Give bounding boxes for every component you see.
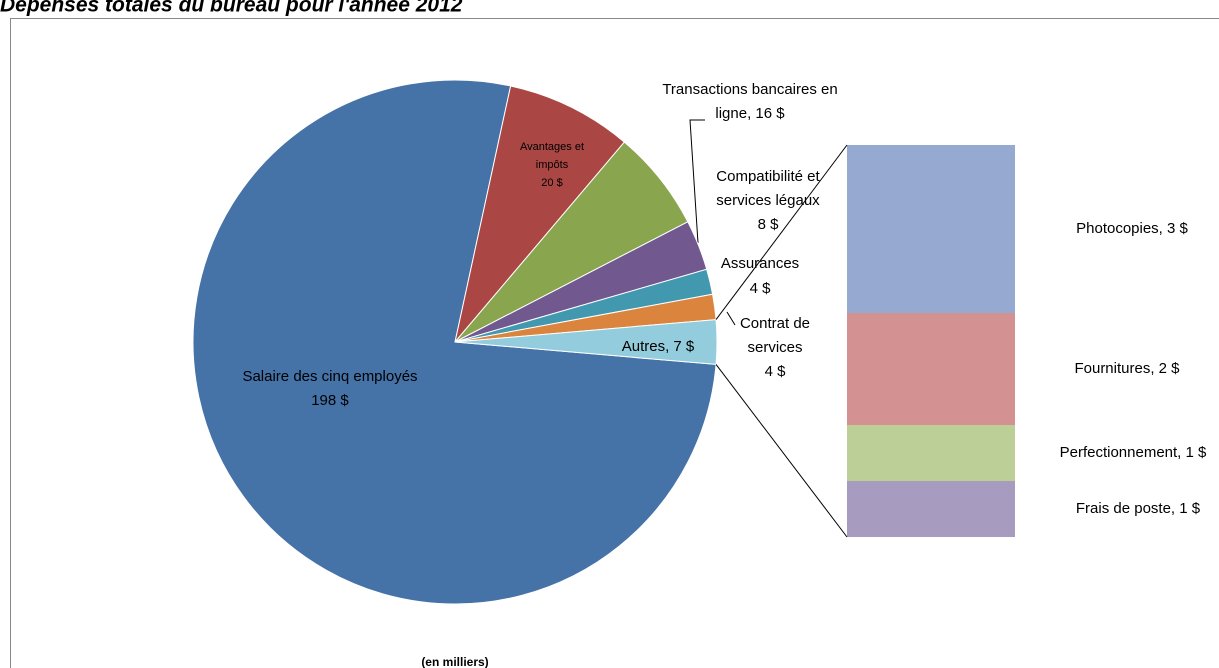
data-label: services <box>747 339 802 356</box>
bar-segment <box>847 145 1015 313</box>
data-label: Transactions bancaires en <box>662 81 837 98</box>
bar-segment <box>847 425 1015 481</box>
leader-line <box>726 311 736 326</box>
data-label: 20 $ <box>541 177 562 189</box>
pie-slice <box>192 79 717 605</box>
data-label: Avantages et <box>520 141 584 153</box>
chart-title: Dépenses totales du bureau pour l'année … <box>0 0 463 17</box>
data-label: services légaux <box>716 192 820 209</box>
data-label: Photocopies, 3 $ <box>1076 220 1188 237</box>
data-label: 4 $ <box>750 280 772 297</box>
bar-segment <box>847 481 1015 537</box>
data-label: ligne, 16 $ <box>715 105 785 122</box>
leader-line <box>689 119 705 244</box>
bar-segment <box>847 313 1015 425</box>
pie-slice <box>454 85 626 343</box>
data-label: Compatibilité et <box>716 168 820 185</box>
data-label: 8 $ <box>758 216 780 233</box>
note: (en milliers) <box>421 655 488 668</box>
data-label: Salaire des cinq employés <box>242 368 417 385</box>
data-label: Perfectionnement, 1 $ <box>1060 444 1207 461</box>
data-label: 198 $ <box>311 392 349 409</box>
data-label: Contrat de <box>740 315 810 332</box>
data-label: 4 $ <box>765 363 787 380</box>
connector-line <box>715 364 848 538</box>
data-label: Fournitures, 2 $ <box>1074 360 1180 377</box>
connector-line <box>715 144 848 320</box>
data-label: Frais de poste, 1 $ <box>1076 500 1201 517</box>
data-label: Autres, 7 $ <box>622 338 695 355</box>
data-label: Assurances <box>721 255 799 272</box>
pie-slice <box>454 319 718 365</box>
data-label: impôts <box>536 159 569 171</box>
